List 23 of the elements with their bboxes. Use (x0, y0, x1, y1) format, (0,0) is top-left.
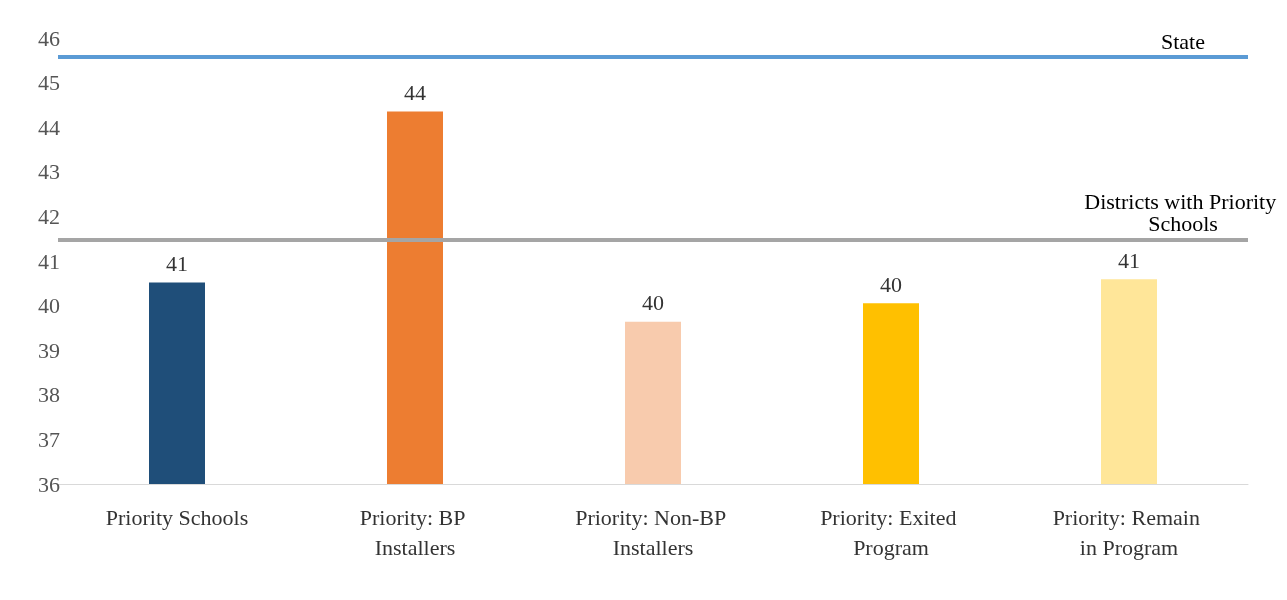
x-tick-label: Priority: BP Installers (359, 504, 471, 560)
data-label: 40 (642, 290, 664, 316)
y-tick-label: 38 (38, 382, 60, 408)
x-tick-label: Priority Schools (105, 504, 249, 530)
y-tick-label: 40 (38, 293, 60, 319)
ref-line-label: Districts with Priority Schools (1084, 189, 1282, 237)
y-tick-label: 36 (38, 471, 60, 497)
ref-line-label: State (1161, 28, 1205, 54)
data-label: 40 (880, 271, 902, 297)
data-label: 44 (404, 80, 426, 106)
data-label: 41 (166, 250, 188, 276)
y-tick-label: 42 (38, 203, 60, 229)
y-tick-label: 41 (38, 248, 60, 274)
y-tick-label: 46 (38, 25, 60, 51)
x-tick-label: Priority: Non-BP Installers (575, 504, 731, 560)
y-tick-label: 39 (38, 337, 60, 363)
y-tick-label: 37 (38, 426, 60, 452)
y-tick-label: 45 (38, 70, 60, 96)
y-tick-label: 43 (38, 159, 60, 185)
x-tick-label: Priority: Exited Program (820, 504, 962, 560)
x-tick-label: Priority: Remain in Program (1052, 504, 1206, 560)
y-tick-label: 44 (38, 114, 60, 140)
data-label: 41 (1118, 247, 1140, 273)
